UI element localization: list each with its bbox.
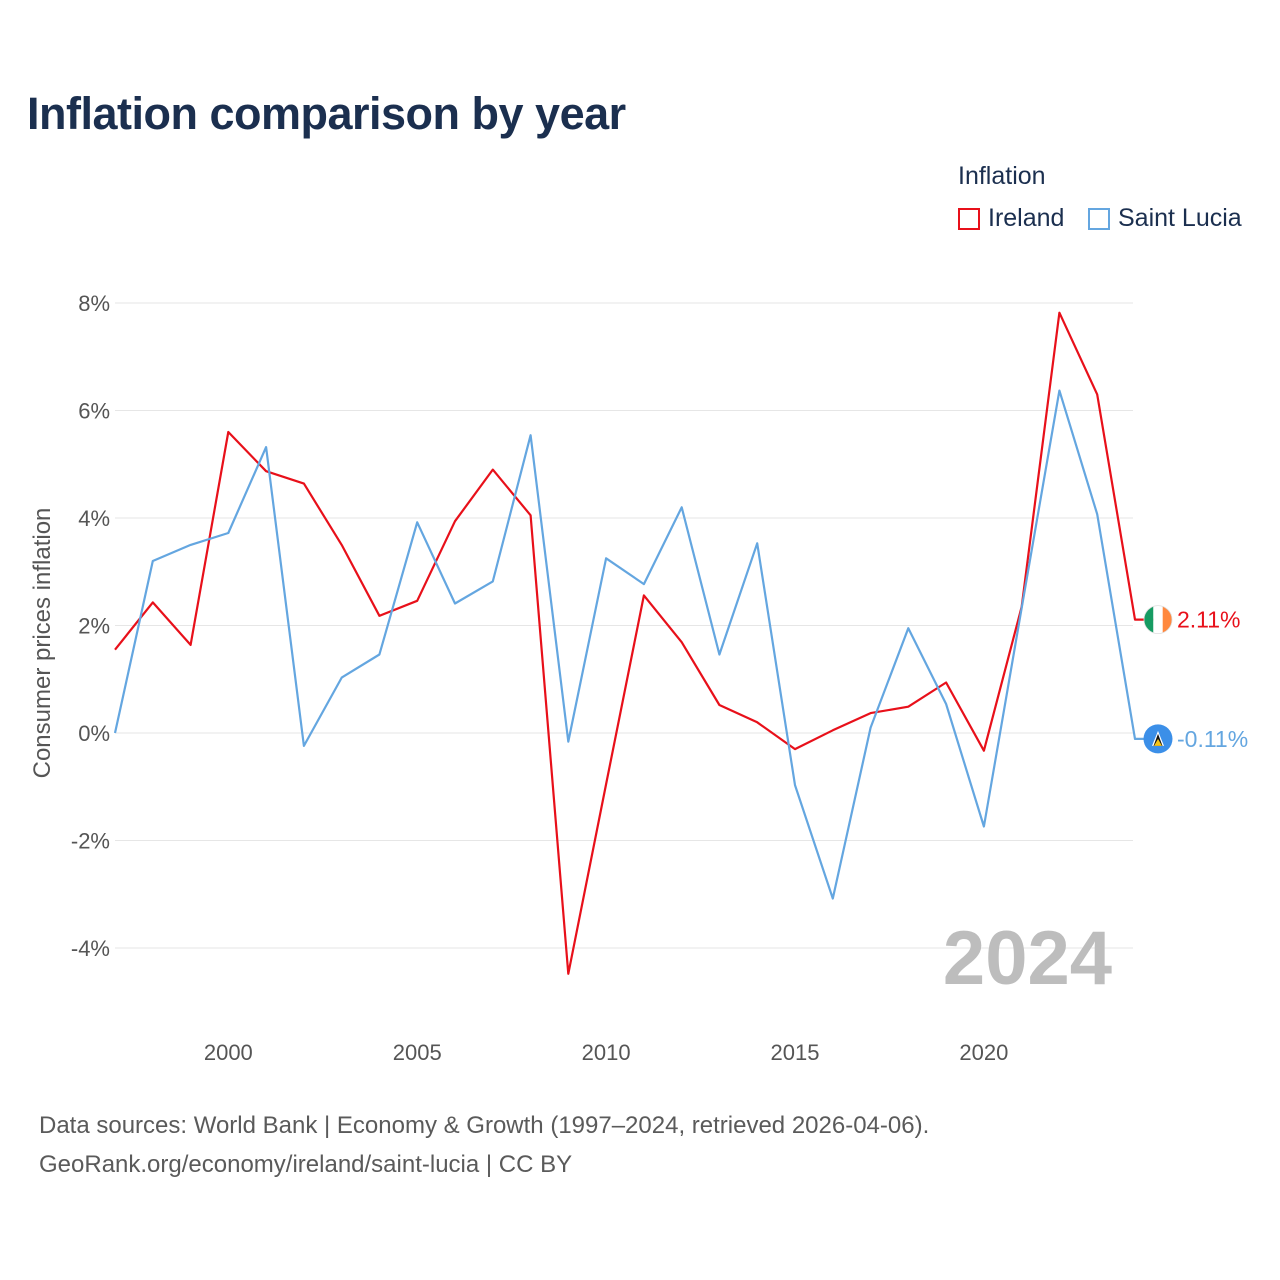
y-tick-label: -2% (71, 829, 110, 854)
y-tick-label: 0% (78, 721, 110, 746)
x-tick-label: 2010 (582, 1040, 631, 1065)
end-value-label-ireland: 2.11% (1177, 607, 1241, 633)
legend-title: Inflation (958, 162, 1046, 190)
y-tick-label: 2% (78, 614, 110, 639)
x-axis-ticks: 2000 2005 2010 2015 2020 (204, 1040, 1009, 1065)
end-value-label-saint-lucia: -0.11% (1177, 726, 1248, 752)
ireland-flag-icon (1143, 605, 1173, 634)
series-end-markers: 2.11% -0.11% (1143, 605, 1248, 754)
y-tick-label: 6% (78, 399, 110, 424)
y-tick-label: 8% (78, 291, 110, 316)
source-note: Data sources: World Bank | Economy & Gro… (39, 1106, 929, 1184)
legend-label-saint-lucia: Saint Lucia (1118, 204, 1242, 232)
series-lines (113, 311, 1158, 975)
legend-item-saint-lucia[interactable]: Saint Lucia (1088, 204, 1242, 233)
legend-label-ireland: Ireland (988, 204, 1065, 232)
series-line-saint-lucia[interactable] (113, 389, 1158, 900)
legend-item-ireland[interactable]: Ireland (958, 204, 1064, 233)
x-tick-label: 2015 (771, 1040, 820, 1065)
chart-title: Inflation comparison by year (27, 88, 626, 139)
legend-swatch-ireland (958, 207, 980, 230)
y-tick-label: 4% (78, 506, 110, 531)
source-line-1: Data sources: World Bank | Economy & Gro… (39, 1112, 930, 1139)
x-tick-label: 2005 (393, 1040, 442, 1065)
legend-swatch-saint-lucia (1088, 207, 1110, 230)
grid-lines (115, 302, 1133, 949)
series-line-ireland[interactable] (114, 311, 1158, 975)
y-tick-label: -4% (71, 936, 110, 961)
x-tick-label: 2000 (204, 1040, 253, 1065)
x-tick-label: 2020 (959, 1040, 1008, 1065)
source-line-2[interactable]: GeoRank.org/economy/ireland/saint-lucia … (39, 1151, 573, 1178)
y-axis-ticks: 8% 6% 4% 2% 0% -2% -4% (71, 291, 110, 961)
y-axis-title: Consumer prices inflation (29, 508, 56, 779)
year-watermark: 2024 (943, 916, 1112, 1001)
saint-lucia-flag-icon (1143, 724, 1173, 754)
